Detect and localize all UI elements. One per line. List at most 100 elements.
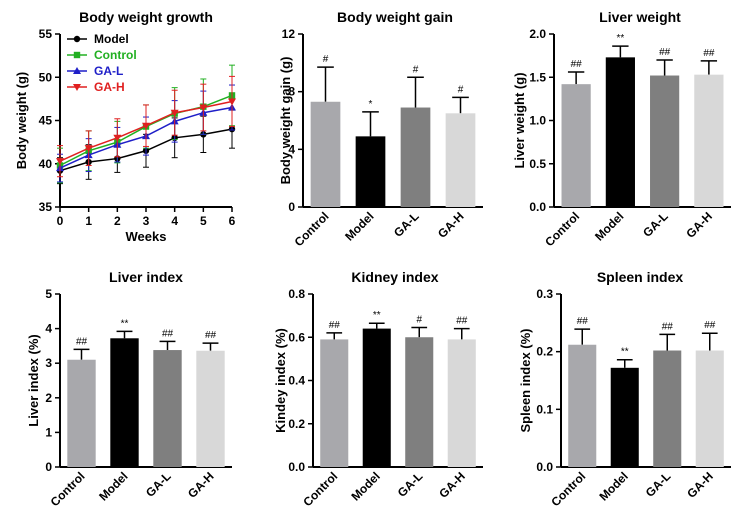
liver-index-y-tick-label: 0 <box>45 460 52 474</box>
liver-index-category-label: GA-L <box>143 469 174 500</box>
bw-gain-y-tick-label: 0 <box>288 200 295 214</box>
spleen-index-annotation: ## <box>704 320 716 331</box>
bw-growth-y-tick-label: 40 <box>39 157 53 171</box>
liver-weight-category-label: Control <box>542 209 582 249</box>
liver-weight-annotation: ## <box>703 48 715 59</box>
kidney-index-bar-control <box>320 339 349 467</box>
kidney-index-category-label: Control <box>300 469 340 509</box>
bw-gain-bar-ga-h <box>445 113 476 207</box>
liver-index-annotation: ** <box>121 318 129 329</box>
kidney-index-category-label: GA-H <box>436 469 468 501</box>
spleen-index-category-label: GA-H <box>684 469 716 501</box>
kidney-index-chart: Kidney index Kindey index (%) 0.0 0.2 0.4 0.6… <box>273 269 483 509</box>
kidney-index-y-tick-label: 0.6 <box>288 330 305 344</box>
liver-index-y-tick-label: 5 <box>45 287 52 301</box>
bw-growth-xlabel: Weeks <box>126 229 167 244</box>
liver-weight-category-label: Model <box>592 209 626 243</box>
bw-gain-chart: Body weight gain Body weight gain (g) 0 4 8 1… <box>278 9 483 249</box>
spleen-index-chart: Spleen index Spleen index (%) 0.0 0.1 0.2 0.3… <box>518 269 731 509</box>
liver-weight-y-tick-label: 2.0 <box>529 27 546 41</box>
bw-growth-title: Body weight growth <box>79 9 213 25</box>
liver-weight-bar-ga-l <box>650 75 680 208</box>
liver-index-bar-control <box>67 359 96 467</box>
legend-label-model: Model <box>94 32 129 46</box>
spleen-index-annotation: ## <box>577 316 589 327</box>
bw-gain-annotation: * <box>369 99 373 110</box>
bw-gain-y-tick-label: 4 <box>288 142 295 156</box>
liver-index-annotation: ## <box>205 330 217 341</box>
spleen-index-category-label: GA-L <box>643 469 674 500</box>
kidney-index-y-tick-label: 0.2 <box>288 417 305 431</box>
liver-index-ylabel: Liver index (%) <box>26 334 41 426</box>
liver-index-category-label: Control <box>48 469 88 509</box>
liver-index-y-tick-label: 3 <box>45 356 52 370</box>
legend-label-ga-h: GA-H <box>94 80 125 94</box>
liver-weight-bar-control <box>561 84 591 207</box>
spleen-index-bar-ga-h <box>695 350 724 467</box>
bw-growth-x-tick-label: 0 <box>57 214 64 228</box>
bw-growth-point <box>56 158 64 166</box>
kidney-index-annotation: ## <box>456 316 468 327</box>
spleen-index-bar-model <box>610 367 639 467</box>
liver-index-bar-ga-l <box>153 350 182 467</box>
bw-growth-y-tick-label: 35 <box>39 200 53 214</box>
spleen-index-bar-control <box>568 344 597 467</box>
bw-gain-ylabel: Body weight gain (g) <box>278 57 293 185</box>
spleen-index-y-tick-label: 0.0 <box>536 460 553 474</box>
bw-growth-x-tick-label: 4 <box>171 214 178 228</box>
kidney-index-bar-model <box>362 328 391 467</box>
bw-growth-y-tick-label: 45 <box>39 114 53 128</box>
liver-weight-y-tick-label: 1.0 <box>529 114 546 128</box>
kidney-index-ylabel: Kindey index (%) <box>273 328 288 433</box>
bw-growth-x-tick-label: 5 <box>200 214 207 228</box>
liver-weight-ylabel: Liver weight (g) <box>512 72 527 168</box>
liver-weight-annotation: ** <box>616 33 624 44</box>
kidney-index-category-label: GA-L <box>395 469 426 500</box>
kidney-index-annotation: ** <box>373 310 381 321</box>
bw-gain-y-tick-label: 8 <box>288 85 295 99</box>
liver-index-category-label: Model <box>96 469 130 503</box>
liver-index-chart: Liver index Liver index (%) 0 1 2 3 4 5 ## Contro… <box>26 269 232 509</box>
spleen-index-annotation: ** <box>621 347 629 358</box>
legend-marker <box>73 84 81 91</box>
liver-weight-title: Liver weight <box>599 9 681 25</box>
spleen-index-category-label: Control <box>548 469 588 509</box>
bw-growth-x-tick-label: 3 <box>143 214 150 228</box>
bw-growth-point <box>113 134 122 142</box>
bw-gain-category-label: Control <box>292 209 332 249</box>
kidney-index-y-tick-label: 0.8 <box>288 287 305 301</box>
liver-index-y-tick-label: 4 <box>45 322 52 336</box>
legend-marker <box>73 35 81 43</box>
liver-weight-bar-ga-h <box>694 74 724 207</box>
kidney-index-title: Kidney index <box>351 269 438 285</box>
spleen-index-y-tick-label: 0.1 <box>536 402 553 416</box>
bw-growth-y-tick-label: 50 <box>39 70 53 84</box>
bw-gain-bar-control <box>310 101 341 207</box>
bw-growth-point <box>170 109 179 117</box>
liver-weight-bar-model <box>605 57 635 208</box>
bw-growth-x-tick-label: 1 <box>85 214 92 228</box>
bw-gain-bar-model <box>355 136 386 207</box>
bw-growth-y-tick-label: 55 <box>39 27 53 41</box>
liver-weight-chart: Liver weight Liver weight (g) 0.0 0.5 1.0 1.5… <box>512 9 731 249</box>
bw-growth-series-ga-h <box>56 75 236 178</box>
bw-gain-category-label: Model <box>342 209 376 243</box>
bw-growth-point <box>199 104 208 112</box>
liver-index-title: Liver index <box>109 269 183 285</box>
spleen-index-bar-ga-l <box>653 350 682 467</box>
liver-index-bar-model <box>110 338 139 467</box>
spleen-index-category-label: Model <box>596 469 630 503</box>
bw-gain-category-label: GA-L <box>391 209 422 240</box>
spleen-index-y-tick-label: 0.2 <box>536 345 553 359</box>
kidney-index-y-tick-label: 0.4 <box>288 374 305 388</box>
kidney-index-annotation: ## <box>329 320 341 331</box>
spleen-index-y-tick-label: 0.3 <box>536 287 553 301</box>
bw-gain-y-tick-label: 12 <box>282 27 296 41</box>
legend-marker <box>73 67 81 74</box>
liver-index-category-label: GA-H <box>185 469 217 501</box>
bw-growth-x-tick-label: 6 <box>229 214 236 228</box>
liver-index-y-tick-label: 2 <box>45 391 52 405</box>
liver-weight-annotation: ## <box>659 47 671 58</box>
bw-growth-ylabel: Body weight (g) <box>14 72 29 170</box>
bw-gain-annotation: # <box>413 64 419 75</box>
